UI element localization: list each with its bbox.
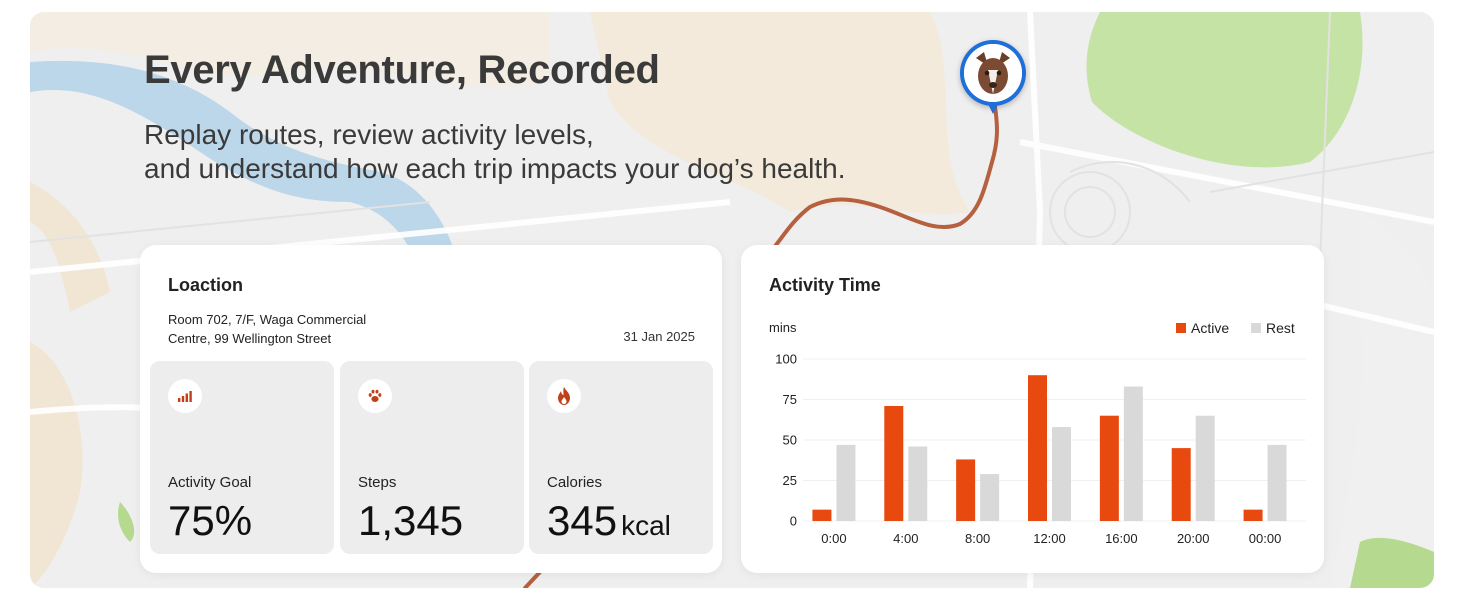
location-card: Loaction Room 702, 7/F, Waga Commercial … xyxy=(140,245,722,573)
bar-active xyxy=(1171,448,1191,521)
signal-bars-icon xyxy=(168,379,202,413)
x-tick-label: 8:00 xyxy=(965,531,990,546)
bar-rest xyxy=(980,474,1000,521)
activity-card-title: Activity Time xyxy=(769,275,881,295)
bar-active xyxy=(1099,415,1119,521)
legend-swatch-rest xyxy=(1251,323,1261,333)
bar-active xyxy=(884,405,904,521)
bar-active xyxy=(956,459,976,521)
hero-subtitle-line-1: Replay routes, review activity levels, xyxy=(144,119,594,150)
legend-swatch-active xyxy=(1176,323,1186,333)
calories-label: Calories xyxy=(547,474,603,491)
bar-rest xyxy=(1267,444,1287,521)
calories-tile: Calories 345 kcal xyxy=(529,361,713,554)
x-tick-label: 16:00 xyxy=(1105,531,1138,546)
activity-goal-value: 75% xyxy=(168,497,252,545)
dog-avatar xyxy=(964,44,1022,102)
flame-icon xyxy=(547,379,581,413)
y-tick-label: 50 xyxy=(783,433,797,448)
legend-label-active: Active xyxy=(1191,320,1229,336)
activity-bar-chart: mins 0 25 50 75 100 0:00 4:00 8:00 12:00 16:00 20:0… xyxy=(769,320,1306,546)
bar-rest xyxy=(1052,427,1071,521)
bar-rest xyxy=(1195,415,1215,521)
address-line-1: Room 702, 7/F, Waga Commercial xyxy=(168,312,367,327)
location-address: Room 702, 7/F, Waga Commercial Centre, 9… xyxy=(168,310,408,348)
hero-subtitle: Replay routes, review activity levels, a… xyxy=(144,118,1044,186)
hero-title: Every Adventure, Recorded xyxy=(144,48,660,92)
activity-goal-number: 75% xyxy=(168,497,253,544)
location-card-title: Loaction xyxy=(168,275,243,295)
pin-tail xyxy=(987,102,999,114)
y-tick-label: 100 xyxy=(775,352,797,367)
x-tick-label: 12:00 xyxy=(1033,531,1066,546)
bar-rest xyxy=(908,446,928,521)
address-line-2: Centre, 99 Wellington Street xyxy=(168,331,332,346)
activity-goal-label: Activity Goal xyxy=(168,474,252,491)
steps-value: 1,345 xyxy=(358,497,463,545)
activity-goal-tile: Activity Goal 75% xyxy=(150,361,334,554)
steps-number: 1,345 xyxy=(358,497,464,544)
y-axis-label: mins xyxy=(769,320,797,335)
dog-location-pin[interactable] xyxy=(960,40,1026,106)
bar-active xyxy=(1028,375,1047,521)
steps-label: Steps xyxy=(358,474,397,491)
y-tick-label: 0 xyxy=(790,514,797,529)
x-tick-label: 0:00 xyxy=(821,531,846,546)
bar-rest xyxy=(1123,386,1143,521)
calories-number: 345 xyxy=(547,497,618,544)
y-tick-label: 75 xyxy=(783,392,797,407)
bar-active xyxy=(812,509,832,521)
calories-value: 345 kcal xyxy=(547,497,671,545)
bar-active xyxy=(1243,509,1263,521)
steps-tile: Steps 1,345 xyxy=(340,361,524,554)
x-tick-label: 00:00 xyxy=(1249,531,1282,546)
hero-subtitle-line-2: and understand how each trip impacts you… xyxy=(144,153,846,184)
location-date: 31 Jan 2025 xyxy=(623,329,695,344)
activity-time-card: Activity Time mins 0 25 50 75 100 0:00 4:00 8:00… xyxy=(741,245,1324,573)
hero-banner: Every Adventure, Recorded Replay routes,… xyxy=(30,12,1434,588)
dog-avatar-icon xyxy=(964,44,1022,102)
y-tick-label: 25 xyxy=(783,473,797,488)
calories-unit: kcal xyxy=(621,510,671,541)
legend-label-rest: Rest xyxy=(1266,320,1295,336)
x-tick-label: 4:00 xyxy=(893,531,918,546)
bar-rest xyxy=(836,444,856,521)
paw-icon xyxy=(358,379,392,413)
x-tick-label: 20:00 xyxy=(1177,531,1210,546)
